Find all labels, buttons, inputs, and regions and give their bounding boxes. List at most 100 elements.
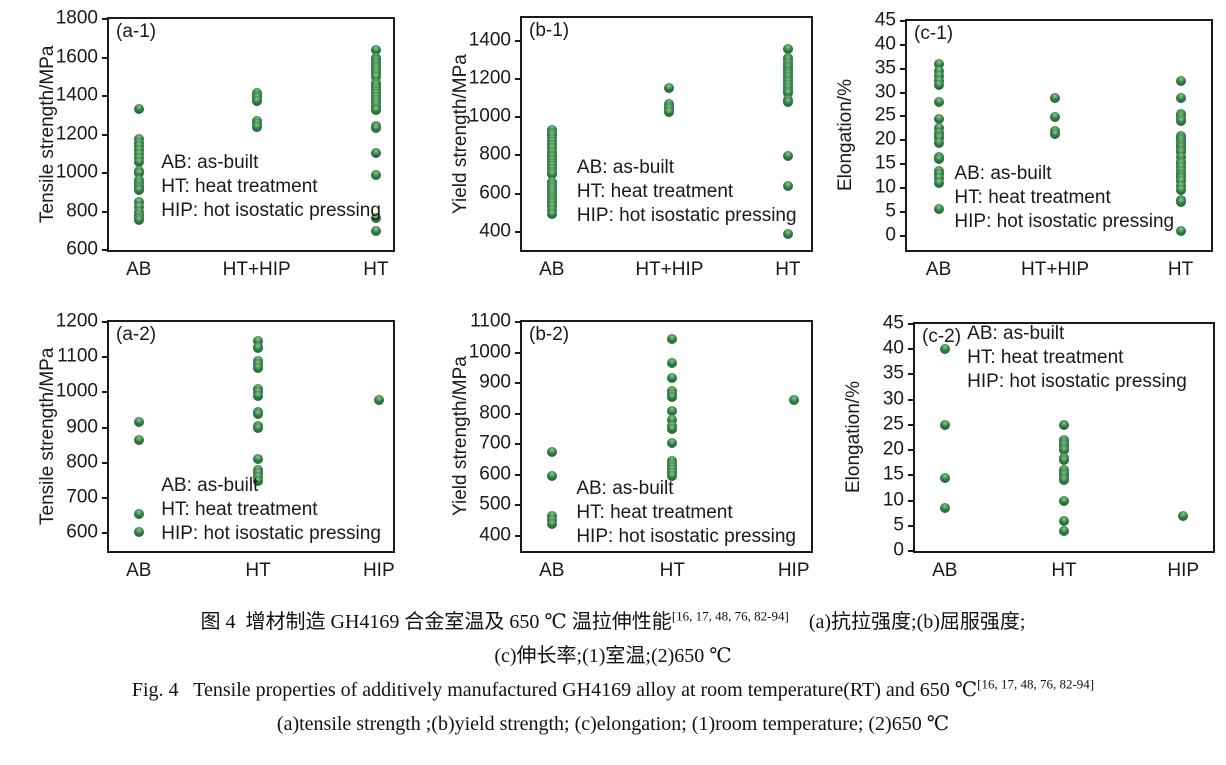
y-tick-mark xyxy=(102,321,109,323)
y-tick-label: 35 xyxy=(882,362,904,384)
x-category-label: AB xyxy=(539,259,565,280)
y-tick-label: 40 xyxy=(882,337,904,359)
y-tick-mark xyxy=(102,532,109,535)
data-point xyxy=(667,423,678,434)
data-point xyxy=(1175,225,1186,236)
y-tick-mark xyxy=(515,473,522,476)
y-tick-label: 15 xyxy=(874,152,896,174)
data-point xyxy=(546,208,557,219)
panel-b-2: (b-2) Yield strength/MPa 400 500 600 700 800 90… xyxy=(450,311,813,581)
y-tick-mark xyxy=(102,172,109,174)
y-tick-mark xyxy=(102,461,109,464)
legend-line: HIP: hot isostatic pressing xyxy=(161,199,381,221)
y-tick-mark xyxy=(908,398,915,401)
y-tick-label: 1000 xyxy=(468,341,511,363)
panel-label: (a-2) xyxy=(116,324,157,345)
panel-c-2: (c-2) Elongation/% 0 5 10 15 20 25 30 35 40 45 AB HT H… xyxy=(843,313,1215,581)
y-tick-label: 25 xyxy=(882,413,904,435)
y-tick-mark xyxy=(515,154,522,157)
y-tick-mark xyxy=(515,351,522,354)
y-tick-label: 700 xyxy=(479,432,511,454)
legend-line: AB: as-built xyxy=(576,156,675,178)
x-category-label: AB xyxy=(126,560,152,581)
x-category-label: HT+HIP xyxy=(1020,259,1090,280)
data-point xyxy=(370,225,381,236)
y-tick-mark xyxy=(102,95,109,97)
y-tick-mark xyxy=(515,504,522,507)
data-point xyxy=(251,95,262,106)
y-tick-mark xyxy=(908,524,915,527)
data-point xyxy=(1175,116,1186,127)
data-point xyxy=(370,71,381,82)
data-point xyxy=(253,408,264,419)
data-point xyxy=(933,154,944,165)
caption-en-text: Fig. 4 Tensile properties of additively … xyxy=(131,679,978,701)
x-category-label: HT xyxy=(363,259,389,280)
legend: AB: as-built HT: heat treatment HIP: hot i… xyxy=(967,322,1187,394)
x-category-label: AB xyxy=(925,259,952,280)
panel-label: (c-1) xyxy=(914,23,954,44)
panel-c-1: (c-1) Elongation/% 0 5 10 15 20 25 30 35 40 45 AB HT+… xyxy=(835,10,1213,280)
y-tick-mark xyxy=(102,356,109,359)
y-tick-mark xyxy=(102,210,109,213)
x-category-label: HIP xyxy=(1167,560,1200,581)
data-point xyxy=(667,373,678,384)
data-point xyxy=(546,518,557,529)
y-tick-label: 400 xyxy=(479,220,511,242)
y-tick-mark xyxy=(102,497,109,500)
y-tick-mark xyxy=(908,373,915,376)
y-tick-label: 25 xyxy=(874,104,896,126)
y-tick-label: 1400 xyxy=(55,84,98,106)
y-tick-label: 600 xyxy=(479,182,511,204)
y-tick-label: 800 xyxy=(479,144,511,166)
y-tick-label: 20 xyxy=(874,128,896,150)
y-tick-mark xyxy=(102,391,109,394)
y-tick-mark xyxy=(102,133,109,136)
y-axis-label: Elongation/% xyxy=(835,79,856,192)
y-tick-mark xyxy=(515,78,522,81)
y-tick-label: 1200 xyxy=(55,310,98,332)
y-tick-mark xyxy=(900,67,907,70)
y-tick-label: 600 xyxy=(66,238,98,260)
y-tick-label: 30 xyxy=(874,81,896,103)
y-tick-mark xyxy=(102,426,109,429)
panel-label: (a-1) xyxy=(116,21,157,42)
y-axis-label: Tensile strength/MPa xyxy=(37,347,58,526)
y-tick-mark xyxy=(908,323,915,325)
y-tick-mark xyxy=(515,534,522,537)
y-tick-mark xyxy=(900,43,907,46)
y-tick-mark xyxy=(908,423,915,426)
caption-zh-text: 图 4 增材制造 GH4169 合金室温及 650 ℃ 温拉伸性能 xyxy=(200,611,672,633)
y-tick-label: 800 xyxy=(66,451,98,473)
data-point xyxy=(788,394,799,405)
legend-line: HIP: hot isostatic pressing xyxy=(954,211,1175,233)
data-point xyxy=(370,169,381,180)
y-tick-label: 10 xyxy=(882,489,904,511)
y-tick-label: 600 xyxy=(479,463,511,485)
data-point xyxy=(253,336,264,347)
data-point xyxy=(933,80,944,91)
caption-reference: [16, 17, 48, 76, 82-94] xyxy=(977,676,1095,692)
y-tick-mark xyxy=(908,474,915,477)
legend: AB: as-built HT: heat treatment HIP: hot i… xyxy=(954,162,1174,234)
caption-en-line1: Fig. 4 Tensile properties of additively … xyxy=(0,673,1226,707)
y-tick-label: 1100 xyxy=(57,345,98,367)
legend-line: AB: as-built xyxy=(161,151,259,173)
x-category-label: AB xyxy=(126,259,152,280)
data-point xyxy=(546,168,557,179)
data-point xyxy=(782,228,793,239)
y-tick-label: 900 xyxy=(66,416,98,438)
y-tick-label: 20 xyxy=(882,438,904,460)
y-tick-label: 1000 xyxy=(468,105,511,127)
data-point xyxy=(1050,129,1061,140)
y-tick-label: 45 xyxy=(874,9,896,31)
x-category-label: HT xyxy=(659,560,685,581)
data-point xyxy=(1059,515,1069,526)
legend-line: AB: as-built xyxy=(967,322,1065,344)
data-point xyxy=(373,394,384,405)
data-point xyxy=(1059,419,1069,430)
y-tick-mark xyxy=(908,348,915,351)
y-tick-mark xyxy=(900,20,907,22)
data-point xyxy=(667,358,678,369)
